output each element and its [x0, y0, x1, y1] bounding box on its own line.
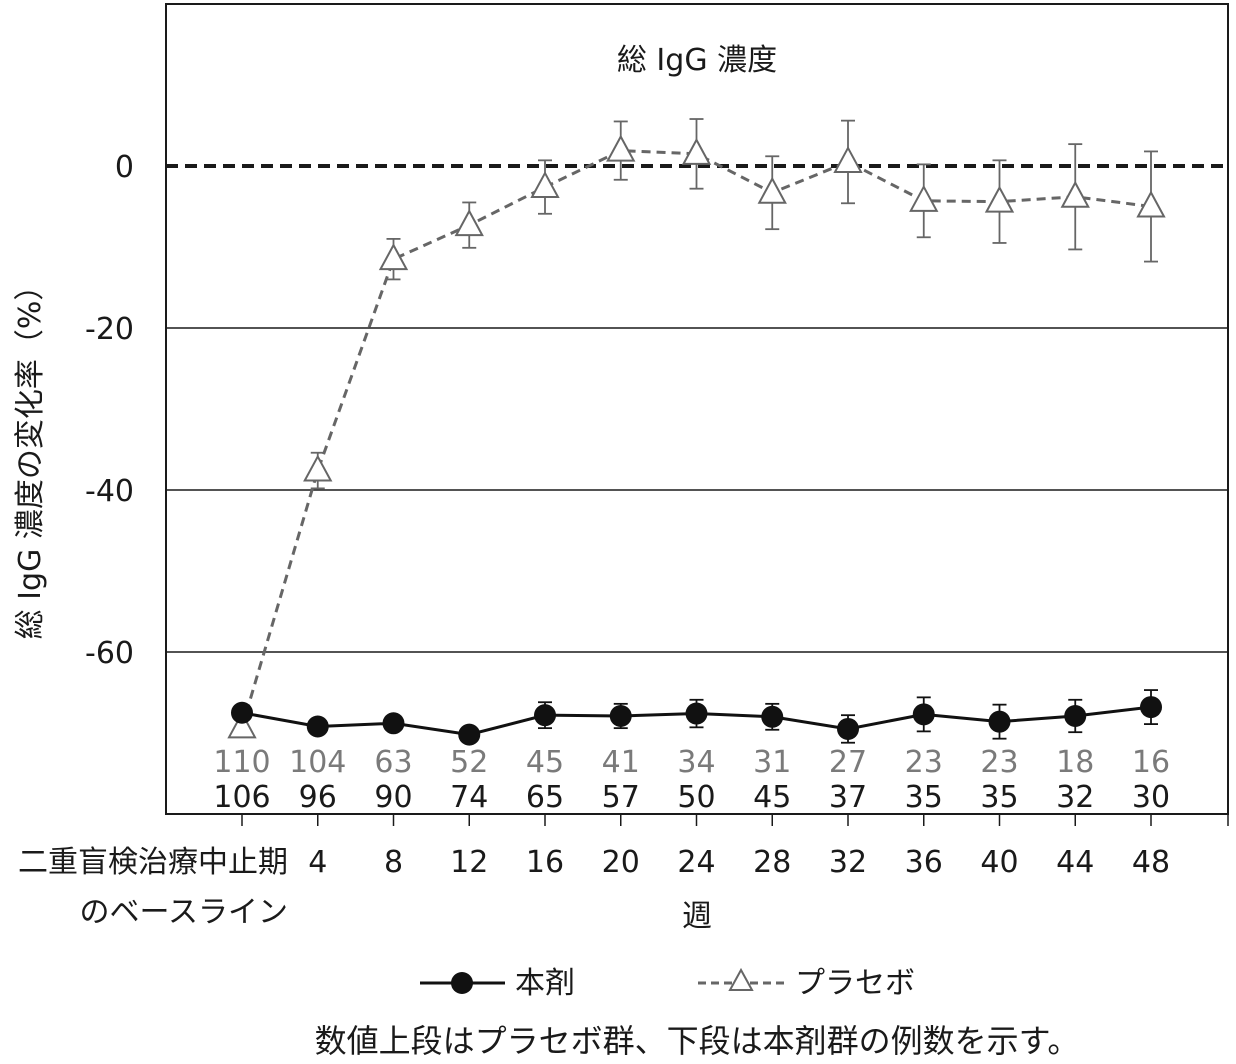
x-tick-label: 16	[526, 845, 564, 880]
series-drug	[231, 689, 1162, 746]
n-count-drug: 32	[1056, 780, 1094, 815]
n-counts: 110 104 63 52 45 41 34 31 27 23 23 18 16 106 96 90 74 65 5…	[213, 745, 1170, 815]
legend-drug-label: 本剤	[515, 966, 575, 1001]
x-tick-label: 28	[753, 845, 791, 880]
data-point	[1136, 190, 1166, 218]
data-point	[837, 717, 859, 740]
n-count-drug: 57	[602, 780, 640, 815]
y-axis-label: 総 IgG 濃度の変化率（%）	[13, 271, 48, 640]
data-point	[534, 704, 556, 727]
data-point	[909, 184, 939, 212]
data-point	[606, 134, 636, 162]
n-count-drug: 74	[450, 780, 488, 815]
y-tick-label: -60	[85, 636, 134, 671]
data-point	[1064, 704, 1087, 727]
x-tick-label: 40	[980, 845, 1018, 880]
y-tick-label: 0	[115, 150, 134, 185]
legend-placebo-marker	[728, 967, 754, 991]
data-point	[833, 145, 863, 173]
series-placebo	[227, 118, 1166, 739]
footnote: 数値上段はプラセボ群、下段は本剤群の例数を示す。	[315, 1022, 1080, 1060]
data-point	[757, 176, 787, 204]
x-tick-baseline-line1: 二重盲検治療中止期	[18, 845, 288, 880]
data-point	[1060, 180, 1090, 208]
n-count-drug: 35	[980, 780, 1018, 815]
data-point	[382, 712, 405, 735]
data-point	[1140, 696, 1162, 719]
n-count-drug: 35	[905, 780, 943, 815]
x-tick-label: 36	[905, 845, 943, 880]
data-point	[609, 704, 632, 727]
x-tick-label: 24	[677, 845, 715, 880]
n-count-placebo: 110	[213, 745, 270, 780]
data-point	[988, 710, 1011, 733]
data-point	[303, 454, 333, 482]
x-tick-label: 12	[450, 845, 488, 880]
n-count-drug: 50	[677, 780, 715, 815]
x-axis-label: 週	[682, 899, 712, 934]
y-tick-label: -40	[85, 474, 134, 509]
n-count-placebo: 63	[374, 745, 412, 780]
n-count-drug: 65	[526, 780, 564, 815]
x-tick-label: 8	[384, 845, 403, 880]
n-count-placebo: 45	[526, 745, 564, 780]
data-point	[912, 703, 935, 726]
series-line	[240, 149, 1152, 728]
data-point	[231, 701, 253, 724]
data-point	[454, 209, 484, 237]
data-point	[227, 711, 257, 739]
x-tick-label: 4	[308, 845, 327, 880]
n-count-drug: 96	[299, 780, 337, 815]
n-count-drug: 90	[374, 780, 412, 815]
data-point	[681, 137, 712, 165]
n-count-drug: 30	[1132, 780, 1170, 815]
n-count-placebo: 16	[1132, 745, 1170, 780]
grid	[166, 327, 1228, 653]
data-point	[378, 243, 409, 271]
n-count-drug: 45	[753, 780, 791, 815]
n-count-placebo: 52	[450, 745, 488, 780]
y-tick-label: -20	[85, 312, 134, 347]
n-count-placebo: 41	[602, 745, 640, 780]
data-point	[530, 170, 560, 199]
n-count-drug: 106	[213, 780, 270, 815]
y-axis-ticks: 0 -20 -40 -60	[85, 150, 134, 671]
data-point	[306, 715, 329, 738]
x-axis-ticks: 4 8 12 16 20 24 28 32 36 40 44 48	[241, 814, 1229, 880]
data-point	[984, 185, 1015, 213]
n-count-drug: 37	[829, 780, 867, 815]
x-tick-label: 20	[602, 845, 640, 880]
chart-title: 総 IgG 濃度	[617, 43, 777, 78]
legend: 本剤 プラセボ	[420, 966, 915, 1001]
data-point	[761, 705, 784, 728]
n-count-placebo: 23	[980, 745, 1018, 780]
legend-placebo-label: プラセボ	[795, 966, 915, 1001]
data-point	[458, 723, 481, 746]
series-layer	[227, 118, 1166, 746]
n-count-placebo: 18	[1056, 745, 1094, 780]
x-tick-label: 44	[1056, 845, 1094, 880]
n-count-placebo: 23	[905, 745, 943, 780]
data-point	[685, 702, 708, 725]
x-tick-label: 48	[1132, 845, 1170, 880]
n-count-placebo: 31	[753, 745, 791, 780]
n-count-placebo: 27	[829, 745, 867, 780]
x-tick-label: 32	[829, 845, 867, 880]
x-tick-baseline-line2: のベースライン	[80, 895, 289, 930]
legend-drug-marker	[451, 972, 473, 994]
n-count-placebo: 104	[289, 745, 346, 780]
n-count-placebo: 34	[677, 745, 715, 780]
